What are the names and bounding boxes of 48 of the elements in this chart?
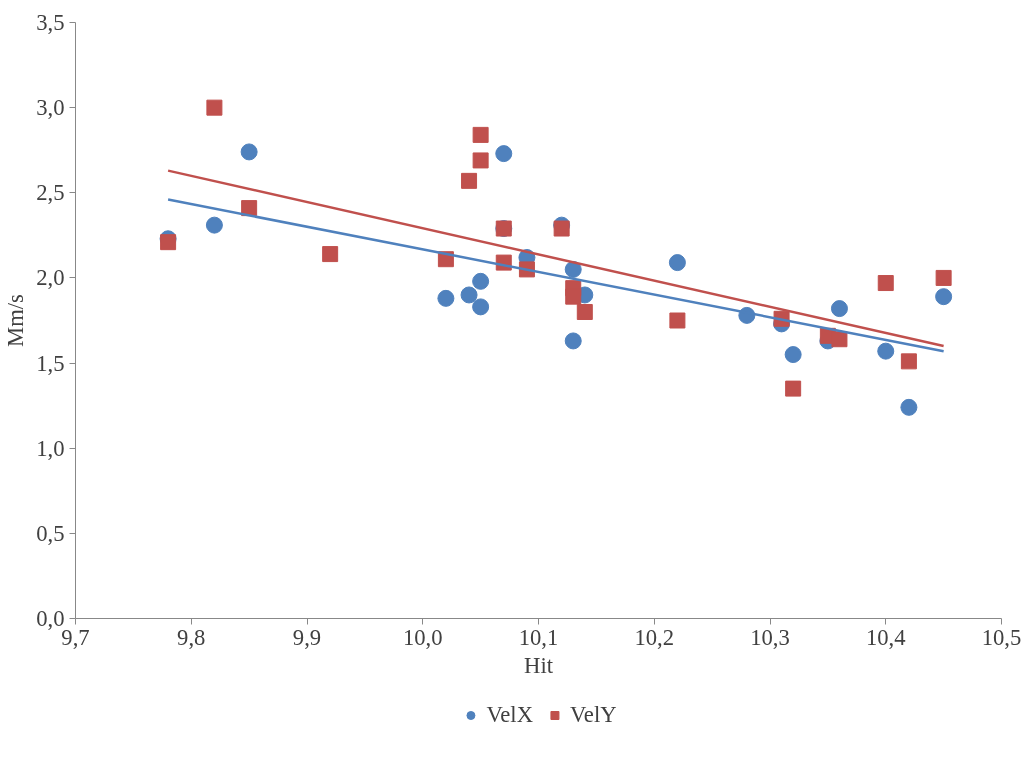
- x-tick-label: 10,3: [750, 624, 790, 650]
- point: [935, 269, 952, 286]
- point: [877, 342, 895, 360]
- point: [160, 234, 177, 251]
- x-tick-label: 10,0: [402, 624, 443, 650]
- x-tick-label: 10,4: [865, 624, 906, 650]
- y-tick-label: 0,5: [36, 520, 65, 546]
- point: [669, 312, 686, 329]
- point: [576, 303, 593, 320]
- y-tick-label: 1,0: [36, 435, 65, 461]
- x-tick-label: 10,5: [981, 624, 1022, 650]
- x-tick-label: 9,9: [292, 624, 322, 650]
- point: [900, 398, 918, 416]
- point: [240, 143, 258, 161]
- y-tick-label: 2,0: [36, 265, 65, 291]
- point: [668, 254, 686, 272]
- point: [831, 331, 848, 348]
- y-tick-label: 3,5: [36, 10, 65, 35]
- point: [565, 288, 582, 305]
- point: [437, 289, 455, 307]
- x-tick-label: 10,2: [634, 624, 675, 650]
- legend-label: VelY: [570, 702, 617, 728]
- point: [564, 332, 582, 350]
- x-tick-label: 10,1: [518, 624, 559, 650]
- point: [877, 275, 894, 292]
- point: [784, 346, 802, 364]
- point: [553, 220, 570, 237]
- point: [206, 99, 223, 116]
- point: [472, 298, 490, 316]
- y-tick-label: 3,0: [36, 95, 65, 121]
- point: [495, 145, 513, 163]
- y-tick-label: 1,5: [36, 350, 65, 376]
- x-axis-title: Hit: [524, 652, 554, 678]
- point: [460, 286, 478, 304]
- point: [461, 172, 478, 189]
- point: [322, 246, 339, 263]
- point: [785, 380, 802, 397]
- point: [472, 152, 489, 169]
- point: [472, 126, 489, 143]
- legend-label: VelX: [486, 702, 533, 728]
- point: [900, 353, 917, 370]
- y-axis-title: Mm/s: [3, 294, 29, 347]
- x-tick-label: 9,8: [177, 624, 206, 650]
- y-tick-label: 2,5: [36, 180, 65, 206]
- point: [830, 300, 848, 318]
- point: [472, 272, 490, 290]
- point: [935, 288, 953, 306]
- point: [205, 216, 223, 234]
